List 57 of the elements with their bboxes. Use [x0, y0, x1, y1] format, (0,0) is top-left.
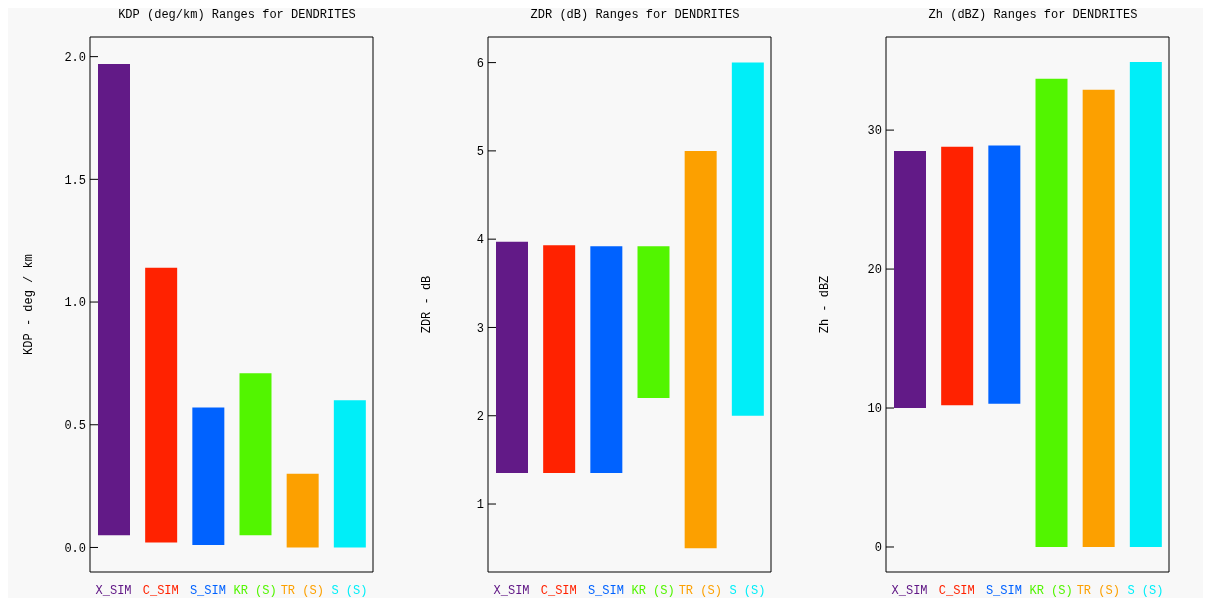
bar [543, 245, 576, 474]
x-tick-label: S (S) [331, 584, 368, 598]
y-tick-label: 0 [874, 541, 882, 556]
x-tick-label: KR (S) [233, 584, 277, 598]
bar [941, 146, 974, 406]
x-tick-label: KR (S) [631, 584, 675, 598]
x-tick-label: TR (S) [280, 584, 324, 598]
x-tick-label: C_SIM [938, 584, 975, 598]
x-tick-label: X_SIM [891, 584, 928, 598]
y-tick-label: 1.0 [64, 296, 86, 311]
bar [731, 62, 764, 416]
chart-title: Zh (dBZ) Ranges for DENDRITES [927, 8, 1139, 24]
y-tick-label: 4 [476, 233, 484, 248]
chart-title: ZDR (dB) Ranges for DENDRITES [529, 8, 741, 24]
x-tick-label: S (S) [1127, 584, 1164, 598]
x-tick-label: X_SIM [493, 584, 530, 598]
bar [239, 373, 272, 536]
y-tick-label: 2.0 [64, 50, 86, 65]
x-tick-label: C_SIM [142, 584, 179, 598]
bar [98, 64, 130, 536]
x-tick-label: S (S) [729, 584, 766, 598]
x-tick-label: KR (S) [1029, 584, 1073, 598]
y-tick-label: 20 [867, 263, 882, 278]
y-tick-label: 2 [476, 410, 484, 424]
y-tick-label: 1.5 [64, 173, 86, 188]
bar [286, 473, 319, 548]
x-tick-label: TR (S) [678, 584, 722, 598]
y-tick-label: 10 [867, 402, 882, 417]
x-tick-label: C_SIM [540, 584, 577, 598]
x-tick-label: S_SIM [189, 584, 226, 598]
bar [590, 246, 623, 474]
x-tick-label: X_SIM [95, 584, 132, 598]
x-tick-label: TR (S) [1076, 584, 1120, 598]
bar [1082, 89, 1115, 547]
y-tick-label: 30 [867, 124, 882, 139]
chart-title: KDP (deg/km) Ranges for DENDRITES [117, 8, 357, 24]
y-axis-title: KDP - deg / km [22, 254, 37, 355]
bar [333, 400, 366, 548]
y-tick-label: 0.0 [64, 541, 86, 556]
y-axis-title: Zh - dBZ [818, 275, 833, 334]
y-tick-label: 0.5 [64, 419, 86, 434]
bar [988, 145, 1021, 404]
bar [192, 407, 225, 545]
bar [1129, 62, 1162, 547]
y-tick-label: 1 [476, 498, 484, 513]
bar [496, 241, 528, 474]
bar [145, 267, 178, 543]
y-tick-label: 6 [476, 56, 484, 71]
y-tick-label: 5 [476, 145, 484, 160]
bar [1035, 78, 1068, 547]
x-tick-label: S_SIM [985, 584, 1022, 598]
bar [637, 246, 670, 399]
y-tick-label: 3 [476, 321, 484, 336]
y-axis-title: ZDR - dB [420, 275, 435, 334]
x-tick-label: S_SIM [587, 584, 624, 598]
bar [684, 150, 717, 549]
bar [894, 150, 926, 409]
